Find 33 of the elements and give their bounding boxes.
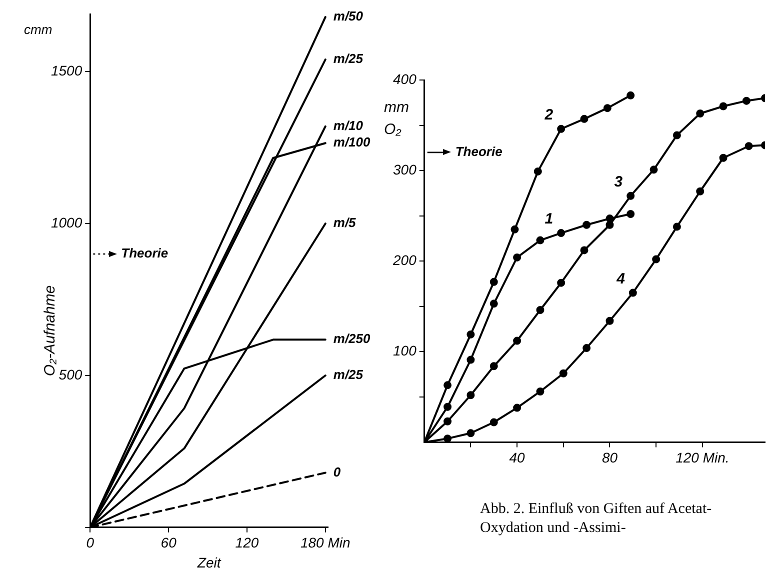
y-tick-label: 200 [392, 252, 417, 268]
series-label: m/100 [333, 134, 372, 150]
x-tick-label: 80 [602, 449, 618, 466]
y-tick-label: 1500 [50, 62, 82, 79]
series-label: 1 [544, 210, 554, 228]
y-tick-label: 1000 [50, 214, 82, 231]
x-axis-title: Zeit [196, 554, 222, 570]
x-tick-label: 120 [235, 534, 259, 551]
x-tick-label: 0 [86, 534, 94, 551]
x-tick-label: 120 Min. [676, 449, 730, 466]
y-tick-label: 500 [58, 366, 82, 382]
series-label: 2 [544, 106, 554, 124]
y-axis-title: O₂-Aufnahme [41, 285, 58, 376]
caption: Abb. 2. Einfluß von Giften auf Acetat-Oxydation und -Assimi- [480, 500, 713, 538]
y-tick-label: 400 [393, 70, 417, 87]
series-label: m/25 [333, 367, 364, 382]
x-tick-label: 180 Min [300, 534, 350, 551]
series-label: m/250 [333, 331, 372, 346]
series-label: m/10 [333, 118, 364, 133]
series-label: 0 [333, 464, 342, 480]
text: cmm [24, 22, 52, 37]
y-tick-label: 100 [393, 342, 417, 359]
y-tick-label: 300 [393, 161, 417, 178]
x-tick-label: 40 [509, 449, 526, 466]
series-label: m/25 [333, 51, 364, 66]
x-tick-label: 60 [160, 534, 177, 551]
series-label: m/5 [333, 215, 357, 230]
ref-line-label: Theorie [121, 246, 168, 261]
series-label: 4 [616, 270, 626, 288]
series-label: 3 [614, 174, 624, 191]
y-axis-title: mm O₂ [384, 99, 409, 138]
ref-line-label: Theorie [455, 144, 502, 160]
series-label: m/50 [333, 8, 364, 24]
